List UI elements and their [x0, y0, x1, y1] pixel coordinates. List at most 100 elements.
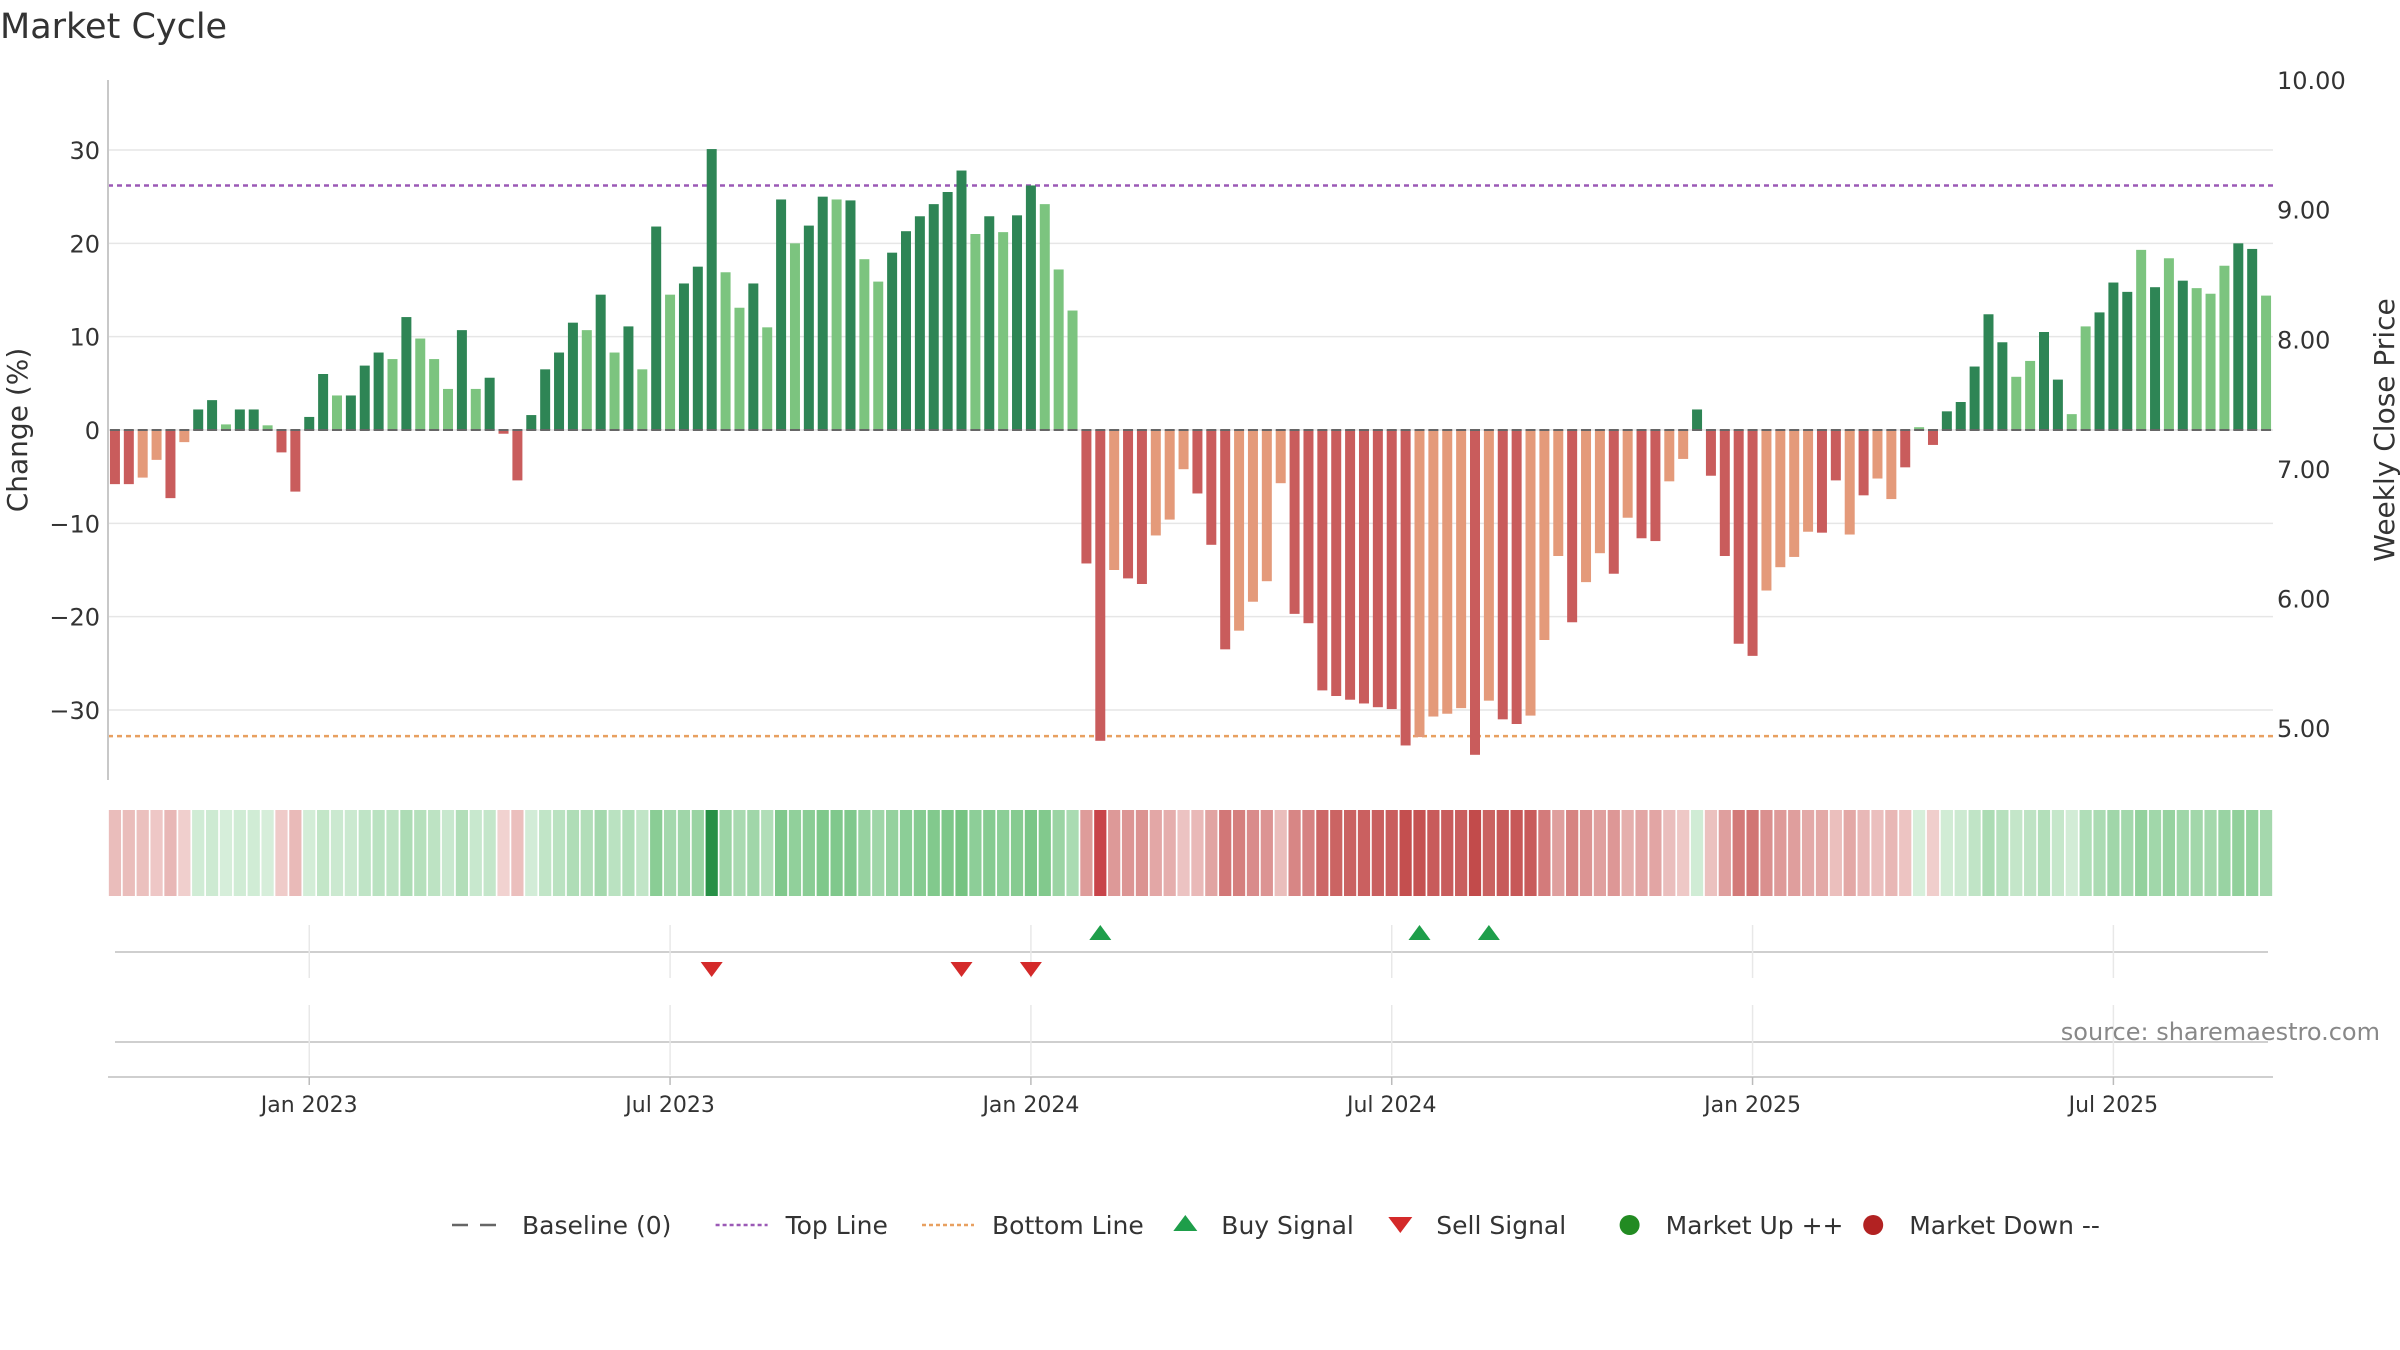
heat-cell	[788, 810, 802, 896]
bar	[1317, 430, 1328, 691]
bar	[1983, 314, 1994, 430]
sell-signal-marker	[1019, 962, 1042, 977]
bar	[1178, 430, 1189, 470]
heat-cell	[386, 810, 399, 896]
heat-cell	[1635, 810, 1648, 896]
heat-cell	[2162, 810, 2176, 896]
heat-cell	[1232, 810, 1246, 896]
bar	[789, 243, 800, 430]
bar	[2150, 287, 2161, 430]
bar	[776, 199, 787, 430]
heat-cell	[2232, 810, 2245, 896]
bar	[109, 430, 120, 485]
heat-cell	[1704, 810, 1718, 896]
buy-signal-marker	[1089, 925, 1112, 940]
heat-cell	[164, 810, 177, 896]
heat-cell	[983, 810, 996, 896]
heat-cell	[150, 810, 163, 896]
bar	[1927, 430, 1938, 445]
heat-cell	[1135, 810, 1149, 896]
heat-cell	[1968, 810, 1981, 896]
bar	[262, 425, 273, 430]
bar	[1358, 430, 1369, 704]
bar	[234, 409, 245, 430]
heat-cell	[2148, 810, 2162, 896]
bar	[1025, 185, 1036, 430]
heat-cell	[1468, 810, 1482, 896]
bar	[1414, 430, 1425, 738]
heat-cell	[1219, 810, 1232, 896]
heat-cell	[414, 810, 427, 896]
bar	[845, 200, 856, 430]
bar	[1553, 430, 1564, 556]
bar	[1622, 430, 1633, 518]
heat-cell	[428, 810, 441, 896]
heat-cell	[1385, 810, 1398, 896]
bar	[720, 272, 731, 430]
heat-cell	[275, 810, 288, 896]
bar	[2205, 293, 2216, 430]
bar	[415, 338, 426, 430]
heat-cell	[1926, 810, 1940, 896]
y-tick-label: 0	[85, 417, 100, 445]
bar	[484, 377, 495, 430]
heat-cell	[830, 810, 843, 896]
bar	[1858, 430, 1869, 496]
bar	[1386, 430, 1397, 710]
bar	[540, 369, 551, 430]
bar	[942, 192, 953, 430]
heat-cell	[219, 810, 233, 896]
heat-cell	[1038, 810, 1051, 896]
heat-cell	[844, 810, 857, 896]
bar	[1247, 430, 1258, 602]
bar	[1844, 430, 1855, 535]
bar	[1345, 430, 1356, 700]
heat-cell	[1455, 810, 1468, 896]
x-axis: Jan 2023 Jul 2023 Jan 2024 Jul 2024 Jan 2025…	[108, 1076, 2273, 1118]
heat-cell	[2037, 810, 2051, 896]
heat-cell	[872, 810, 885, 896]
heat-cell	[1718, 810, 1731, 896]
bar-series	[109, 149, 2272, 755]
bar	[2136, 249, 2147, 430]
heat-cell	[1774, 810, 1787, 896]
heat-cell	[913, 810, 926, 896]
heat-cell	[899, 810, 913, 896]
heat-cell	[1760, 810, 1773, 896]
heat-cell	[108, 810, 122, 896]
bar	[901, 231, 911, 430]
bar	[456, 330, 467, 430]
bar	[2094, 312, 2105, 430]
source-note: source: sharemaestro.com	[2061, 1018, 2380, 1046]
x-tick-label: Jul 2023	[623, 1093, 715, 1118]
bar	[2247, 248, 2258, 430]
bar	[1109, 430, 1120, 570]
heat-cell	[1163, 810, 1176, 896]
bar	[1400, 430, 1411, 746]
heat-cell	[1177, 810, 1190, 896]
bar	[179, 430, 190, 443]
heat-cell	[289, 810, 302, 896]
chart-title: Market Cycle	[0, 7, 227, 47]
heat-cell	[1677, 810, 1690, 896]
heat-cell	[2121, 810, 2134, 896]
bar	[956, 170, 967, 431]
bar	[1331, 430, 1342, 696]
heat-cell	[552, 810, 566, 896]
legend-label: Sell Signal	[1436, 1211, 1566, 1240]
heat-cell	[1413, 810, 1426, 896]
legend-item-sell: Sell Signal	[1388, 1211, 1566, 1240]
bar	[1789, 430, 1800, 557]
heat-cell	[1621, 810, 1634, 896]
legend-label: Top Line	[785, 1211, 888, 1240]
heat-cell	[400, 810, 413, 896]
legend-label: Bottom Line	[992, 1211, 1144, 1240]
bar	[2108, 282, 2119, 430]
grid-lines	[108, 149, 2273, 711]
bar	[1261, 430, 1272, 582]
heat-cell	[1080, 810, 1093, 896]
bar	[1705, 430, 1716, 476]
heat-cell	[1496, 810, 1509, 896]
bar	[1636, 430, 1647, 539]
bar	[1067, 310, 1078, 430]
